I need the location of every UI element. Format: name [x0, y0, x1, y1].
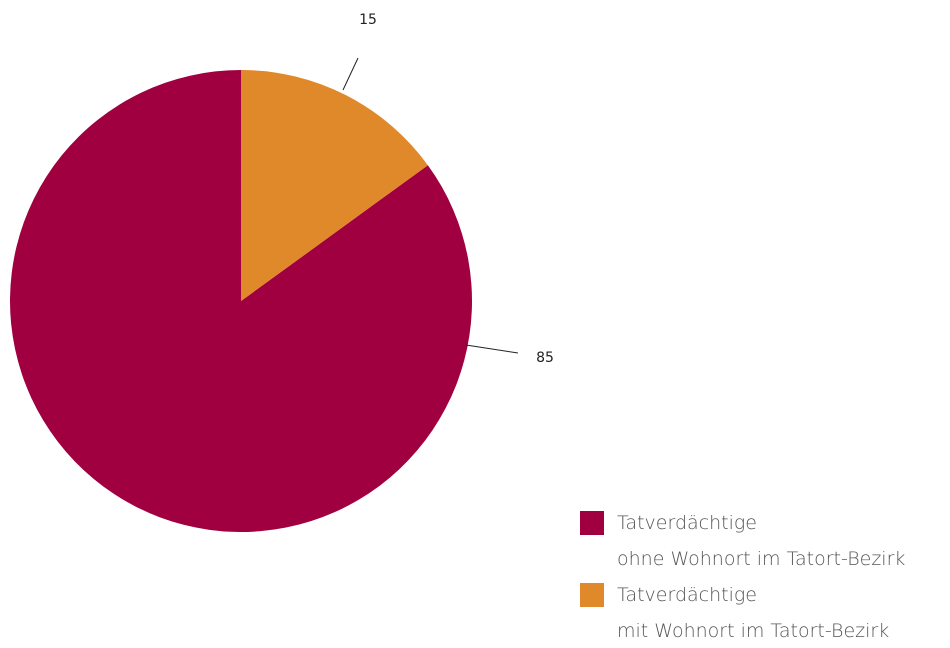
data-label: 85	[536, 350, 554, 366]
data-label: 15	[359, 12, 377, 28]
leader-line	[465, 344, 519, 354]
legend-swatch	[580, 511, 604, 535]
pie-slice	[10, 70, 473, 532]
legend-swatch	[580, 583, 604, 607]
pie-slice	[241, 70, 428, 301]
leader-line	[342, 57, 359, 91]
legend-label: Tatverdächtige mit Wohnort im Tatort-Bez…	[617, 584, 890, 642]
legend-label: Tatverdächtige ohne Wohnort im Tatort-Be…	[617, 512, 906, 570]
